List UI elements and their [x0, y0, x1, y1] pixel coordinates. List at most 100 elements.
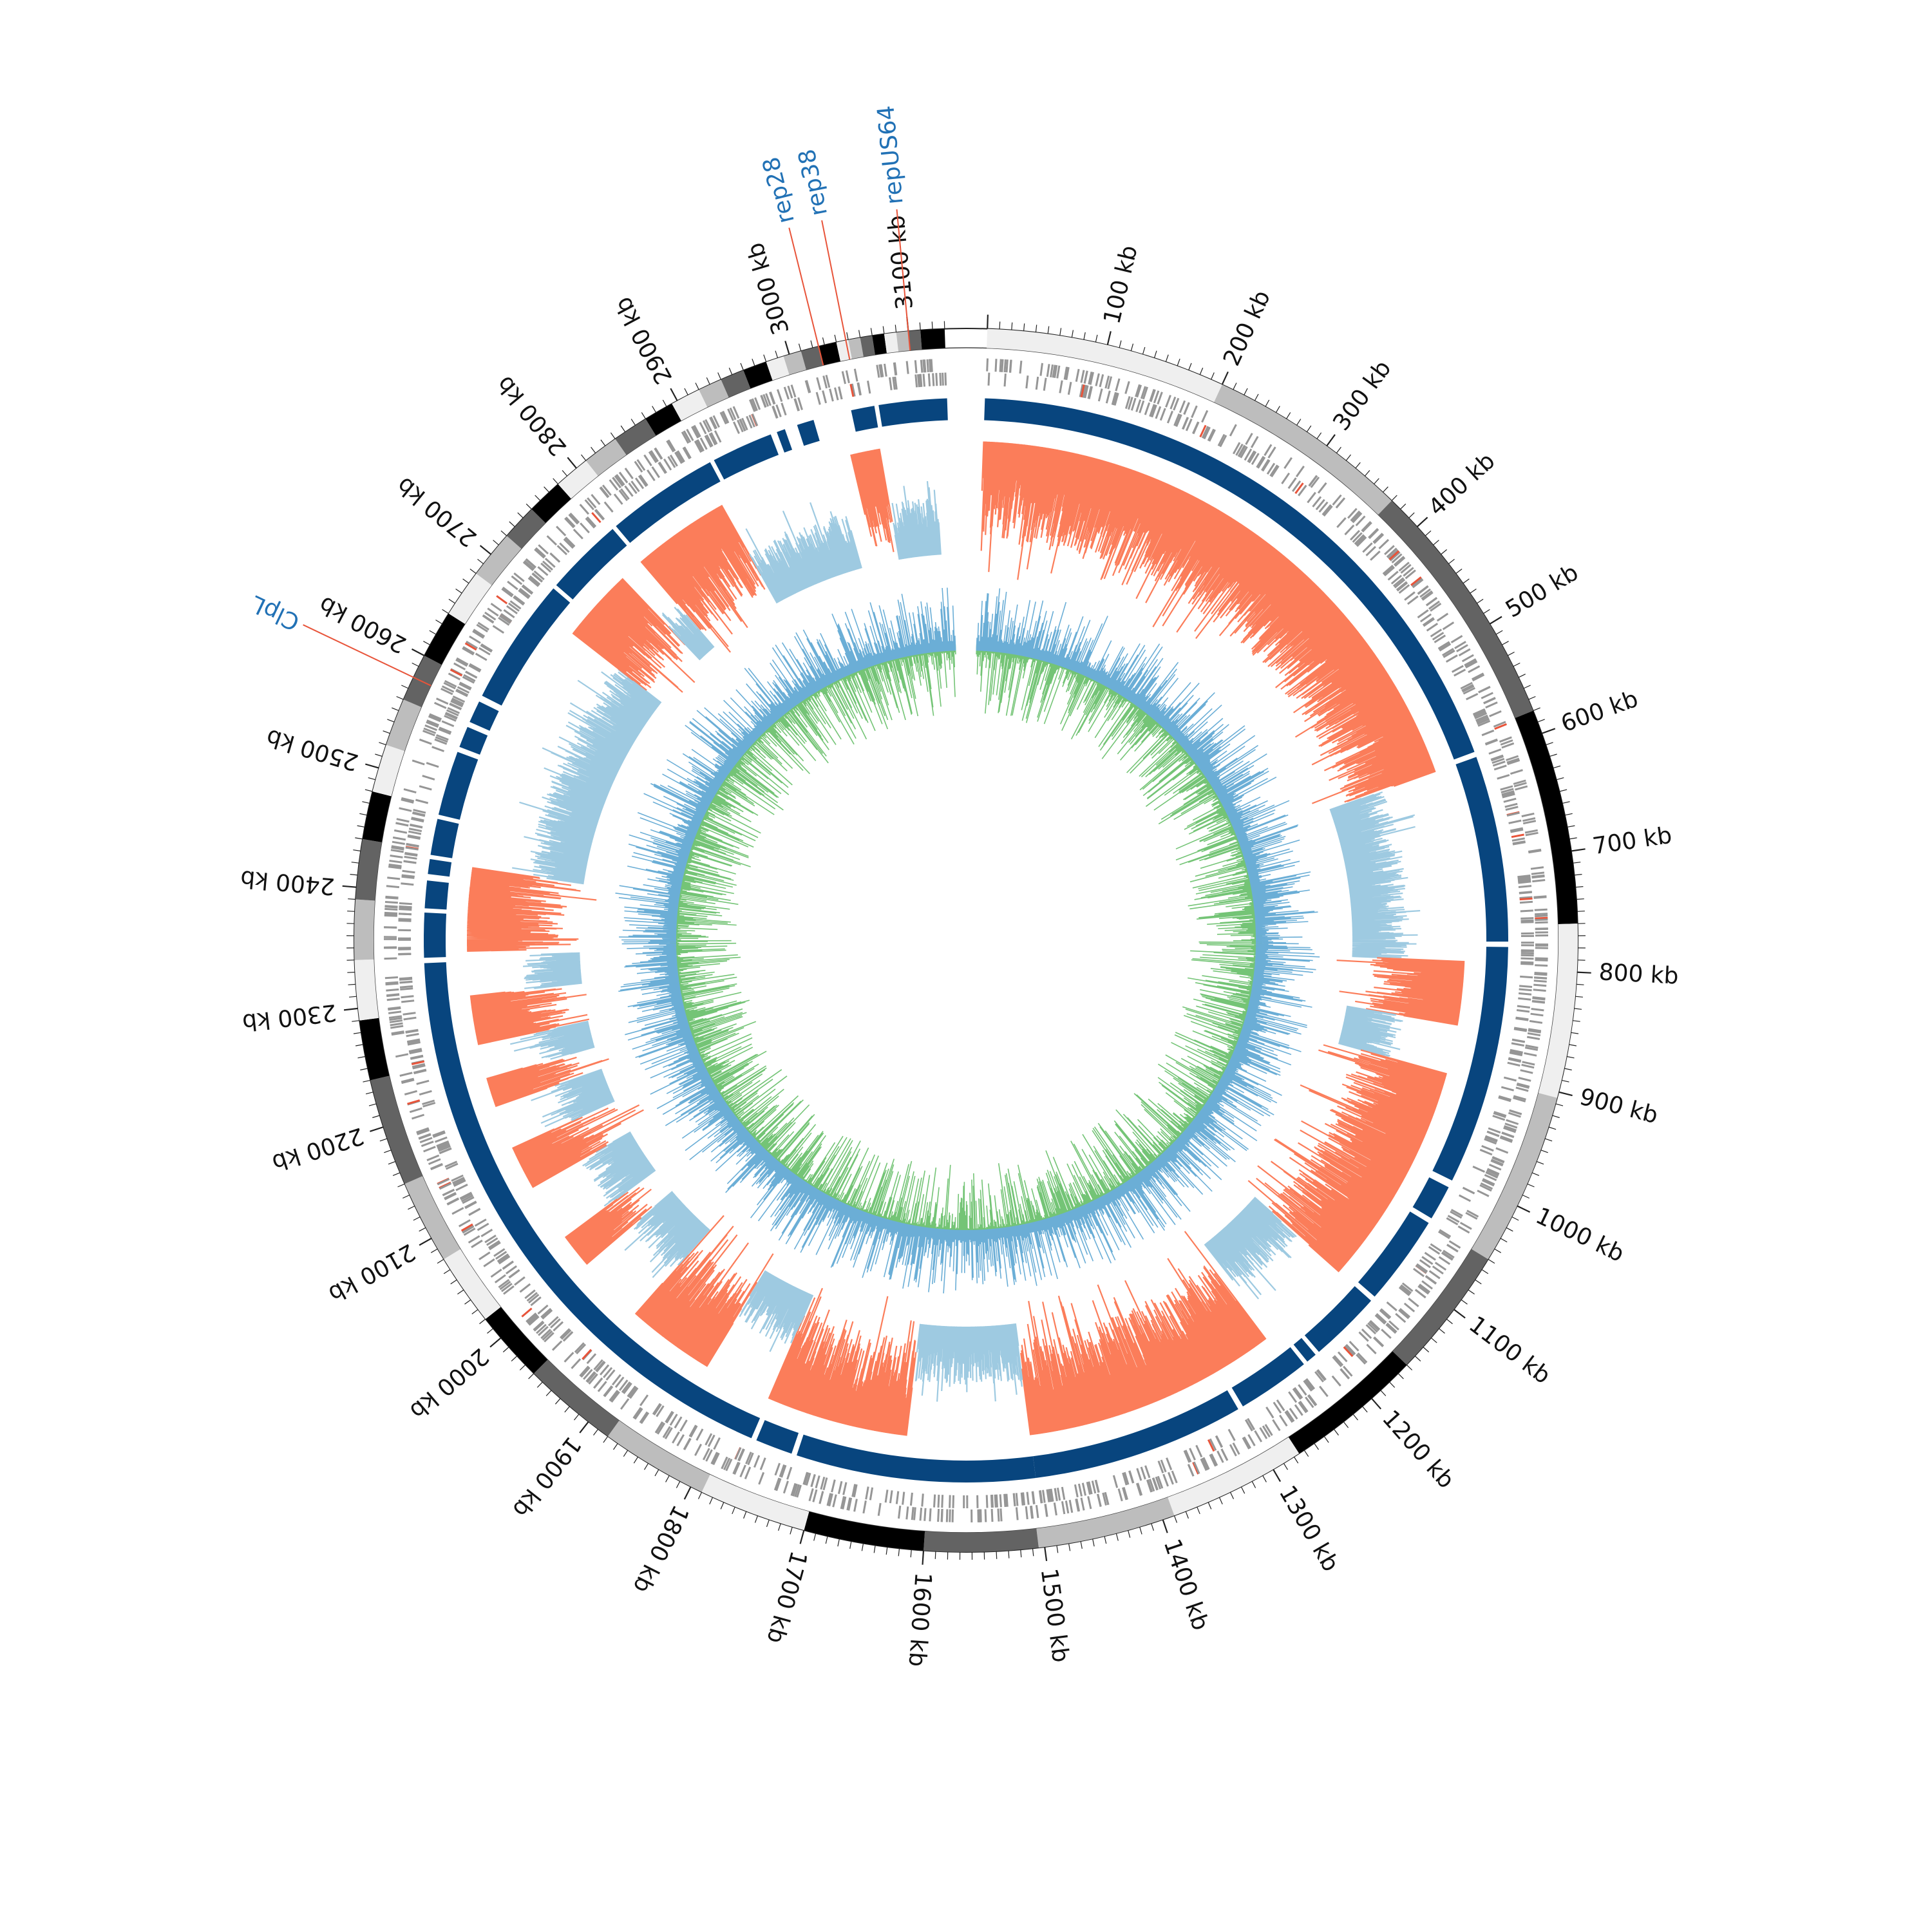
gene-mark: [1485, 1135, 1498, 1142]
gene-mark: [792, 1483, 799, 1497]
minor-tick: [1537, 719, 1545, 723]
gene-mark: [694, 1443, 703, 1456]
minor-tick: [1461, 1299, 1468, 1305]
gene-mark: [713, 1437, 721, 1450]
gene-mark: [810, 1473, 816, 1488]
gene-mark: [1394, 578, 1406, 589]
gene-mark: [434, 738, 448, 745]
minor-tick: [810, 340, 813, 348]
gene-mark: [486, 1237, 498, 1246]
gene-mark: [1519, 897, 1533, 901]
gene-mark: [1232, 442, 1241, 455]
gene-mark: [696, 1428, 704, 1441]
gene-mark: [1501, 788, 1514, 793]
minor-tick: [1142, 346, 1146, 355]
contig-band: [783, 351, 806, 375]
gene-mark: [781, 402, 787, 416]
gene-mark: [1421, 1256, 1434, 1265]
gene-mark: [1480, 1182, 1493, 1190]
gene-mark: [898, 1505, 902, 1519]
gene-mark: [559, 542, 570, 553]
gene-mark: [1450, 1210, 1463, 1219]
gene-mark: [1493, 1111, 1507, 1117]
gene-mark: [1146, 1479, 1153, 1493]
gene-mark: [386, 988, 399, 992]
major-tick: [1162, 1519, 1168, 1533]
minor-tick: [1576, 983, 1584, 985]
gene-mark: [1365, 1324, 1377, 1335]
gene-mark: [399, 908, 412, 911]
gene-mark: [1323, 505, 1333, 517]
gene-mark: [1276, 1399, 1285, 1412]
minor-tick: [1432, 540, 1439, 545]
gene-mark: [747, 1452, 754, 1466]
minor-tick: [1285, 412, 1291, 419]
contig-band: [1538, 923, 1578, 1098]
gene-mark: [952, 1495, 954, 1508]
gene-mark: [1366, 1343, 1377, 1354]
gene-mark: [1009, 359, 1012, 373]
gene-mark: [729, 407, 737, 421]
gene-mark: [1510, 1051, 1523, 1056]
minor-tick: [396, 696, 404, 700]
gene-mark: [1352, 532, 1363, 543]
gene-mark: [1421, 591, 1434, 601]
gene-mark: [1398, 1309, 1410, 1320]
gene-mark: [1107, 376, 1113, 390]
high-coverage-segment: [486, 1056, 609, 1108]
alignment-block: [1455, 757, 1509, 942]
gene-mark: [1304, 1379, 1314, 1391]
high-coverage-segment: [1247, 1044, 1447, 1273]
minor-tick: [419, 1227, 426, 1232]
gene-mark: [1395, 1312, 1406, 1323]
gene-mark: [867, 381, 871, 394]
minor-tick: [509, 521, 516, 527]
minor-tick: [1361, 1406, 1368, 1413]
gene-mark: [576, 1343, 587, 1355]
gene-mark: [889, 1490, 893, 1504]
alignment-block: [469, 701, 499, 731]
gene-mark: [403, 860, 417, 864]
gene-mark: [1289, 1408, 1298, 1420]
gene-mark: [812, 1489, 818, 1502]
gene-mark: [415, 799, 429, 804]
minor-tick: [368, 777, 376, 781]
major-tick: [489, 1337, 502, 1348]
gene-mark: [790, 384, 797, 398]
gene-mark: [1374, 1314, 1386, 1325]
gene-mark: [484, 611, 497, 621]
gene-mark: [540, 562, 552, 573]
gene-mark: [398, 920, 412, 922]
minor-tick: [362, 801, 370, 804]
gene-mark: [1247, 1434, 1256, 1446]
gene-mark: [412, 1065, 426, 1070]
minor-tick: [1095, 334, 1098, 343]
gene-mark: [1052, 365, 1056, 378]
alignment-block: [797, 1434, 1036, 1483]
gene-mark: [822, 375, 828, 389]
gene-mark: [428, 714, 442, 721]
gene-mark: [1061, 1486, 1066, 1500]
gene-mark: [758, 1472, 765, 1485]
gene-mark: [693, 424, 701, 437]
tick-label: 1900 kb: [507, 1432, 586, 1522]
gene-mark: [1510, 769, 1523, 775]
gene-mark: [1481, 692, 1493, 699]
gene-mark: [1506, 1119, 1519, 1125]
minor-tick: [1414, 1356, 1421, 1362]
gene-mark: [412, 1063, 426, 1068]
minor-tick: [1438, 1328, 1445, 1334]
minor-tick: [1188, 363, 1192, 371]
gene-mark: [1026, 1492, 1030, 1505]
minor-tick: [412, 662, 419, 667]
gene-mark: [1298, 1384, 1307, 1396]
gene-mark: [737, 419, 744, 433]
gene-mark: [1171, 1470, 1178, 1484]
gene-mark: [929, 1508, 932, 1522]
gene-mark: [1122, 1486, 1128, 1501]
minor-tick: [886, 1547, 888, 1555]
major-tick: [1326, 434, 1336, 447]
minor-tick: [600, 439, 606, 446]
minor-tick: [1567, 825, 1575, 828]
gene-mark: [783, 386, 790, 400]
